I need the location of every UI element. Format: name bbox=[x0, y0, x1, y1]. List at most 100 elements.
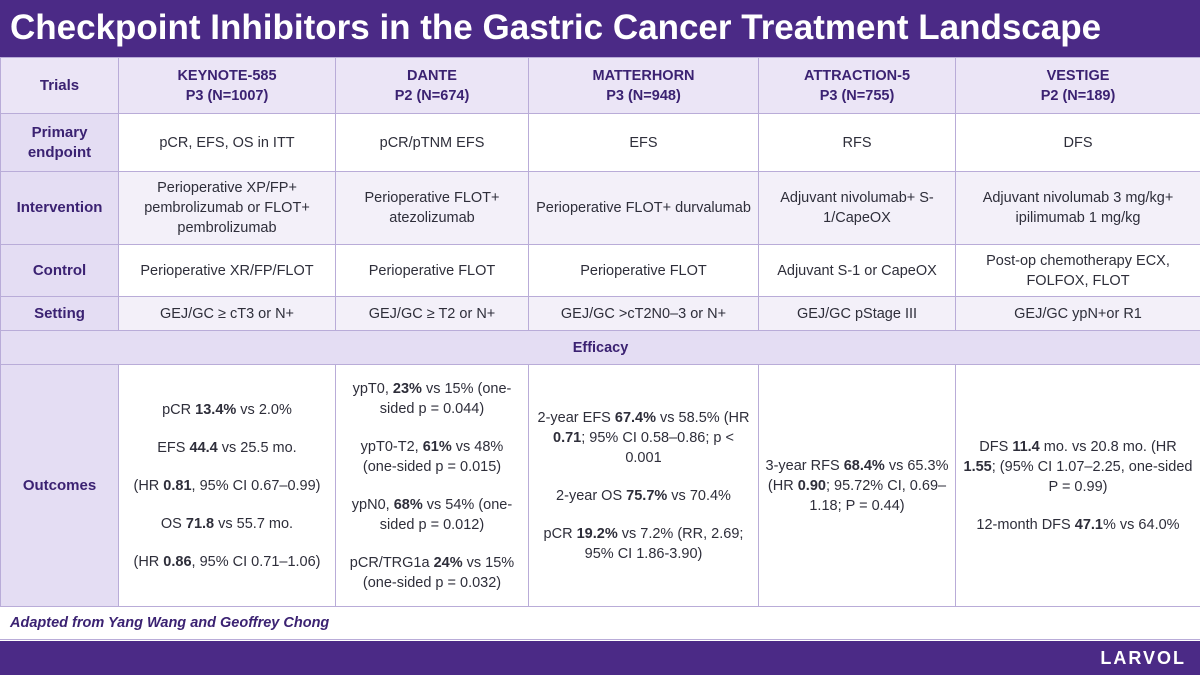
outcome-text: , 95% CI 0.71–1.06) bbox=[191, 553, 321, 570]
outcome-paragraph: pCR 19.2% vs 7.2% (RR, 2.69; 95% CI 1.86… bbox=[535, 524, 752, 564]
table-cell: Perioperative XP/FP+ pembrolizumab or FL… bbox=[118, 171, 336, 245]
table-cell: EFS bbox=[528, 113, 759, 172]
table-cell: GEJ/GC pStage III bbox=[758, 296, 956, 331]
outcome-value: 0.71 bbox=[553, 429, 582, 446]
source-note: Adapted from Yang Wang and Geoffrey Chon… bbox=[0, 607, 1200, 640]
table-cell: GEJ/GC >cT2N0–3 or N+ bbox=[528, 296, 759, 331]
outcome-paragraph: EFS 44.4 vs 25.5 mo. bbox=[125, 438, 329, 458]
table-cell: pCR/pTNM EFS bbox=[335, 113, 529, 172]
outcome-value: 0.86 bbox=[163, 553, 192, 570]
row-label: Intervention bbox=[0, 171, 119, 245]
outcome-value: 24% bbox=[433, 554, 463, 571]
outcome-value: 11.4 bbox=[1012, 438, 1040, 455]
header-cell: KEYNOTE-585 P3 (N=1007) bbox=[118, 57, 336, 114]
header-cell: Trials bbox=[0, 57, 119, 114]
table-row: Setting GEJ/GC ≥ cT3 or N+ GEJ/GC ≥ T2 or … bbox=[0, 296, 1200, 331]
table-cell: Perioperative FLOT+ durvalumab bbox=[528, 171, 759, 245]
outcome-text: vs 70.4% bbox=[667, 487, 731, 504]
outcome-paragraph: 12-month DFS 47.1% vs 64.0% bbox=[962, 515, 1194, 535]
table-cell: Post-op chemotherapy ECX, FOLFOX, FLOT bbox=[955, 244, 1200, 297]
outcome-text: ; (95% CI 1.07–2.25, one-sided P = 0.99) bbox=[991, 458, 1193, 495]
outcome-paragraph: pCR 13.4% vs 2.0% bbox=[125, 400, 329, 420]
table-cell: Adjuvant S-1 or CapeOX bbox=[758, 244, 956, 297]
outcome-text: 2-year EFS bbox=[537, 409, 615, 426]
table-cell: Perioperative FLOT bbox=[528, 244, 759, 297]
header-cell: MATTERHORN P3 (N=948) bbox=[528, 57, 759, 114]
table-cell: Perioperative FLOT+ atezolizumab bbox=[335, 171, 529, 245]
outcome-text: (HR bbox=[133, 477, 164, 494]
outcome-text: vs 15% (one-sided p = 0.044) bbox=[379, 380, 512, 417]
header-row: Trials KEYNOTE-585 P3 (N=1007) DANTE P2 (N=6… bbox=[0, 57, 1200, 114]
outcome-text: ypT0-T2, bbox=[360, 438, 423, 455]
outcome-text: vs 25.5 mo. bbox=[217, 439, 297, 456]
header-line: KEYNOTE-585 bbox=[177, 67, 277, 84]
outcome-cell: 2-year EFS 67.4% vs 58.5% (HR 0.71; 95% … bbox=[528, 364, 759, 607]
outcome-value: 67.4% bbox=[614, 409, 656, 426]
outcome-text: vs 15% (one-sided p = 0.032) bbox=[362, 554, 515, 591]
header-cell: VESTIGE P2 (N=189) bbox=[955, 57, 1200, 114]
table-cell: Adjuvant nivolumab 3 mg/kg+ ipilimumab 1… bbox=[955, 171, 1200, 245]
outcome-text: mo. vs 20.8 mo. (HR bbox=[1039, 438, 1177, 455]
table-cell: Adjuvant nivolumab+ S-1/CapeOX bbox=[758, 171, 956, 245]
outcome-text: pCR bbox=[162, 401, 196, 418]
outcome-text: vs 55.7 mo. bbox=[214, 515, 294, 532]
outcome-text: ; 95.72% CI, 0.69–1.18; P = 0.44) bbox=[809, 477, 947, 514]
header-line: MATTERHORN bbox=[592, 67, 695, 84]
outcome-text: pCR/TRG1a bbox=[349, 554, 434, 571]
outcome-text: vs 2.0% bbox=[236, 401, 292, 418]
table-cell: GEJ/GC ≥ cT3 or N+ bbox=[118, 296, 336, 331]
outcome-value: 19.2% bbox=[576, 525, 618, 542]
outcome-cell: ypT0, 23% vs 15% (one-sided p = 0.044) yp… bbox=[335, 364, 529, 607]
header-cell: DANTE P2 (N=674) bbox=[335, 57, 529, 114]
outcome-value: 0.81 bbox=[163, 477, 192, 494]
outcome-value: 47.1 bbox=[1074, 516, 1103, 533]
outcome-value: 71.8 bbox=[185, 515, 215, 532]
outcome-text: vs 7.2% (RR, 2.69; 95% CI 1.86-3.90) bbox=[584, 525, 744, 562]
header-line: P2 (N=189) bbox=[1040, 87, 1116, 104]
outcome-text: ypN0, bbox=[351, 496, 394, 513]
page-title: Checkpoint Inhibitors in the Gastric Can… bbox=[0, 0, 1200, 57]
section-row: Efficacy bbox=[0, 330, 1200, 365]
trials-table: Trials KEYNOTE-585 P3 (N=1007) DANTE P2 (N=6… bbox=[0, 57, 1200, 607]
table-cell: GEJ/GC ypN+or R1 bbox=[955, 296, 1200, 331]
footer-bar: LARVOL bbox=[0, 641, 1200, 675]
header-line: P2 (N=674) bbox=[394, 87, 470, 104]
outcome-paragraph: 2-year EFS 67.4% vs 58.5% (HR 0.71; 95% … bbox=[535, 408, 752, 468]
brand: LARVOL bbox=[1100, 648, 1186, 668]
outcome-cell: DFS 11.4 mo. vs 20.8 mo. (HR 1.55; (95% … bbox=[955, 364, 1200, 607]
header-line: P3 (N=755) bbox=[819, 87, 895, 104]
outcome-cell: pCR 13.4% vs 2.0% EFS 44.4 vs 25.5 mo. (HR… bbox=[118, 364, 336, 607]
table-cell: Perioperative FLOT bbox=[335, 244, 529, 297]
outcome-text: ypT0, bbox=[352, 380, 393, 397]
outcome-paragraph: 3-year RFS 68.4% vs 65.3% (HR 0.90; 95.7… bbox=[765, 456, 949, 516]
row-label: Control bbox=[0, 244, 119, 297]
outcome-value: 61% bbox=[422, 438, 452, 455]
outcome-value: 0.90 bbox=[797, 477, 826, 494]
row-label: Primary endpoint bbox=[0, 113, 119, 172]
outcome-paragraph: OS 71.8 vs 55.7 mo. bbox=[125, 514, 329, 534]
outcome-paragraph: ypN0, 68% vs 54% (one-sided p = 0.012) bbox=[342, 495, 522, 535]
row-label: Outcomes bbox=[0, 364, 119, 607]
header-line: DANTE bbox=[407, 67, 457, 84]
outcome-text: (HR bbox=[133, 553, 164, 570]
table-cell: RFS bbox=[758, 113, 956, 172]
table-cell: GEJ/GC ≥ T2 or N+ bbox=[335, 296, 529, 331]
outcome-paragraph: ypT0, 23% vs 15% (one-sided p = 0.044) bbox=[342, 379, 522, 419]
outcome-text: ; 95% CI 0.58–0.86; p < 0.001 bbox=[581, 429, 734, 466]
outcome-paragraph: (HR 0.86, 95% CI 0.71–1.06) bbox=[125, 552, 329, 572]
outcome-value: 68% bbox=[393, 496, 423, 513]
outcomes-row: Outcomes pCR 13.4% vs 2.0% EFS 44.4 vs 25.… bbox=[0, 364, 1200, 607]
outcome-paragraph: DFS 11.4 mo. vs 20.8 mo. (HR 1.55; (95% … bbox=[962, 437, 1194, 497]
outcome-text: pCR bbox=[543, 525, 577, 542]
outcome-text: vs 54% (one-sided p = 0.012) bbox=[379, 496, 513, 533]
header-line: VESTIGE bbox=[1046, 67, 1110, 84]
section-label: Efficacy bbox=[0, 330, 1200, 365]
outcome-text: , 95% CI 0.67–0.99) bbox=[191, 477, 321, 494]
header-line: P3 (N=1007) bbox=[185, 87, 269, 104]
row-label: Setting bbox=[0, 296, 119, 331]
outcome-text: DFS bbox=[979, 438, 1013, 455]
outcome-text: vs 48% (one-sided p = 0.015) bbox=[362, 438, 504, 475]
outcome-value: 1.55 bbox=[963, 458, 992, 475]
header-line: ATTRACTION-5 bbox=[803, 67, 911, 84]
